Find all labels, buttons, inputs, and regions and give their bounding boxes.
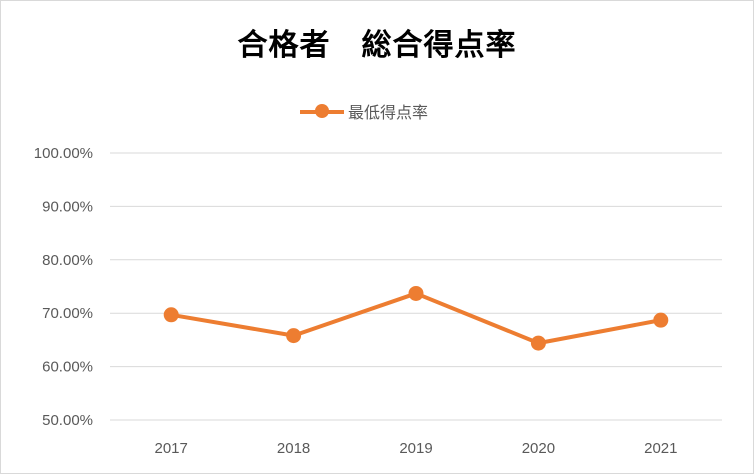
legend-label: 最低得点率	[348, 103, 429, 122]
gridlines	[110, 152, 722, 421]
x-tick-label: 2020	[522, 440, 555, 457]
data-point	[653, 312, 669, 328]
y-tick-label: 100.00%	[34, 145, 93, 162]
chart-title: 合格者 総合得点率	[237, 28, 517, 63]
x-axis-ticks: 2017 2018 2019 2020 2021	[155, 440, 678, 457]
x-tick-label: 2021	[644, 440, 677, 457]
y-tick-label: 70.00%	[42, 305, 93, 322]
data-point	[163, 307, 179, 323]
y-tick-label: 90.00%	[42, 198, 93, 215]
data-point	[530, 335, 546, 351]
x-tick-label: 2019	[399, 440, 432, 457]
x-tick-label: 2017	[155, 440, 188, 457]
data-point	[286, 328, 302, 344]
data-point	[408, 285, 424, 301]
y-tick-label: 80.00%	[42, 252, 93, 269]
y-tick-label: 50.00%	[42, 412, 93, 429]
legend: 最低得点率	[300, 99, 428, 123]
y-axis-ticks: 100.00% 90.00% 80.00% 70.00% 60.00% 50.00%	[34, 145, 93, 429]
legend-marker	[300, 101, 344, 121]
x-tick-label: 2018	[277, 440, 310, 457]
y-tick-label: 60.00%	[42, 359, 93, 376]
series-points	[163, 285, 669, 351]
